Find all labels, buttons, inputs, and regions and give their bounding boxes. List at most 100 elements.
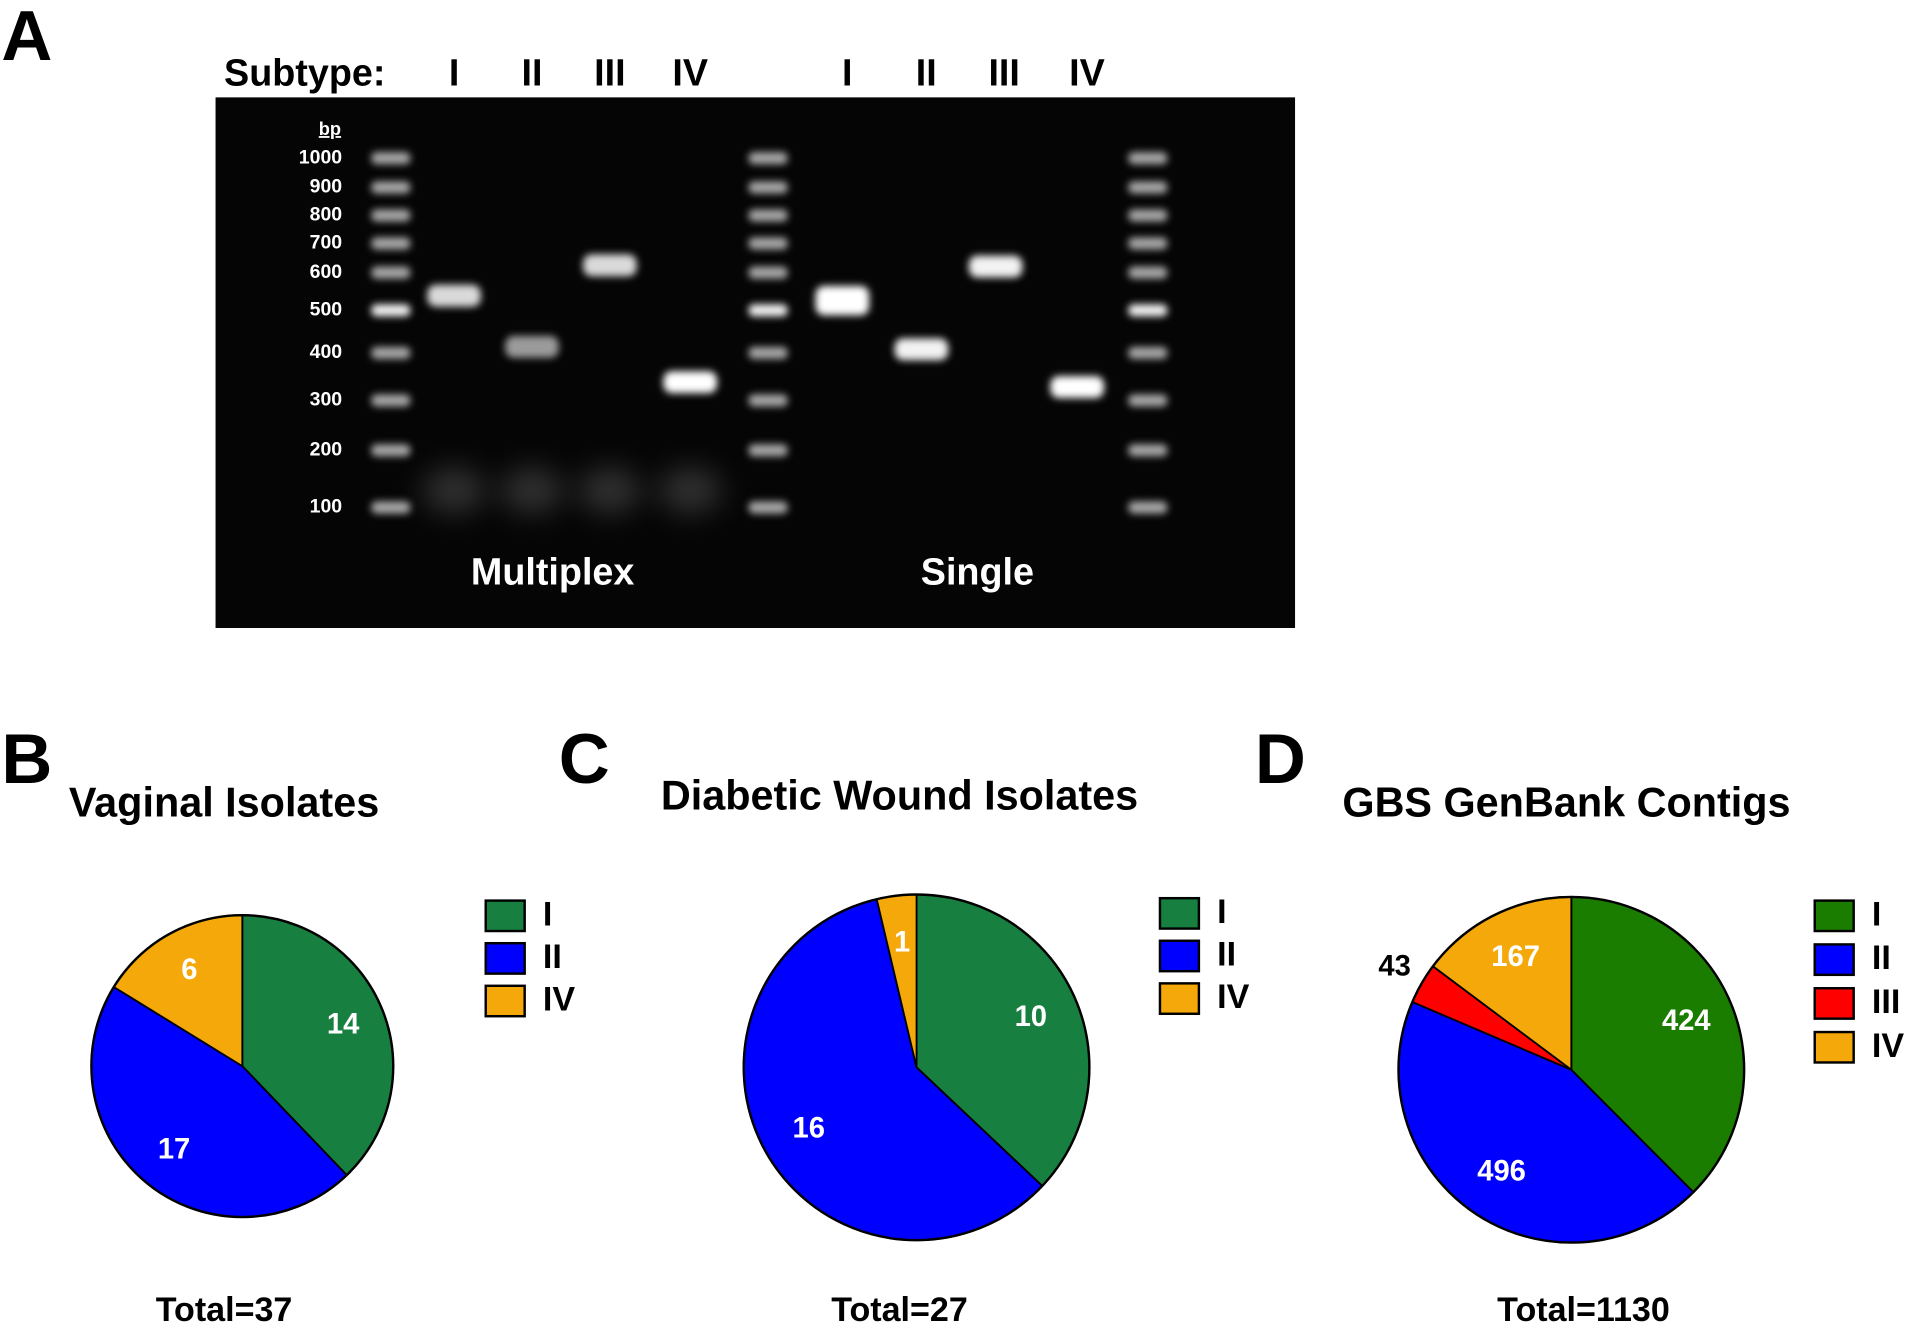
dna-band: [505, 335, 559, 358]
dna-band: [894, 338, 949, 361]
ladder-band: [1128, 304, 1168, 317]
ladder-band: [1128, 444, 1168, 457]
legend-label: IV: [1872, 1027, 1904, 1065]
ladder-label: 900: [310, 176, 343, 198]
legend-swatch: [1813, 899, 1855, 933]
ladder-band: [1128, 209, 1168, 222]
ladder-band: [371, 209, 411, 222]
ladder-band: [371, 237, 411, 250]
data-label: 6: [181, 954, 197, 986]
legend-swatch: [484, 899, 526, 933]
dna-band: [815, 286, 870, 316]
pie-outline: [1397, 895, 1746, 1244]
ladder-band: [371, 266, 411, 279]
ladder-band: [371, 444, 411, 457]
ladder-band: [1128, 181, 1168, 194]
legend-label: I: [1217, 893, 1226, 931]
legend-swatch: [484, 941, 526, 975]
unit-label: bp: [319, 118, 341, 139]
data-label: 16: [793, 1112, 825, 1144]
lane-label: II: [521, 51, 542, 93]
pie-outline: [90, 913, 395, 1219]
ladder-label: 500: [310, 298, 343, 320]
ladder-band: [1128, 501, 1168, 514]
ladder-band: [1128, 266, 1168, 279]
legend-label: II: [1217, 936, 1236, 974]
lane-label: I: [449, 51, 459, 93]
panel-letter: A: [1, 0, 52, 75]
chart-title: GBS GenBank Contigs: [1342, 780, 1790, 826]
ladder-label: 1000: [299, 146, 342, 168]
primer-smear: [422, 468, 486, 513]
legend-label: I: [543, 895, 552, 933]
legend-swatch: [1813, 1030, 1855, 1064]
ladder-label: 200: [310, 438, 343, 460]
data-label: 43: [1378, 951, 1410, 983]
primer-smear: [658, 468, 722, 513]
group-label: Single: [921, 550, 1034, 592]
ladder-label: 800: [310, 204, 343, 226]
ladder-label: 300: [310, 389, 343, 411]
panel-letter: B: [1, 719, 52, 798]
legend-label: III: [1872, 983, 1900, 1021]
ladder-band: [371, 501, 411, 514]
subtype-label: Subtype:: [224, 51, 385, 93]
legend-swatch: [1158, 896, 1201, 930]
primer-smear: [578, 468, 642, 513]
ladder-band: [748, 237, 788, 250]
dna-band: [583, 254, 637, 277]
ladder-band: [748, 444, 788, 457]
panel-letter: C: [559, 719, 610, 798]
lane-label: IV: [1069, 51, 1105, 93]
data-label: 496: [1477, 1156, 1526, 1188]
legend-label: IV: [1217, 978, 1249, 1016]
ladder-band: [371, 346, 411, 360]
ladder-band: [1128, 237, 1168, 250]
gel-image: [215, 97, 1296, 628]
legend-swatch: [484, 984, 526, 1018]
legend-swatch: [1158, 939, 1201, 973]
data-label: 1: [894, 926, 910, 958]
total-label: Total=37: [156, 1291, 293, 1329]
primer-smear: [500, 468, 564, 513]
data-label: 167: [1491, 941, 1540, 973]
ladder-label: 100: [310, 496, 343, 518]
ladder-band: [748, 152, 788, 165]
dna-band: [427, 284, 481, 307]
ladder-band: [371, 304, 411, 317]
legend-label: IV: [543, 981, 575, 1019]
ladder-band: [748, 394, 788, 407]
data-label: 10: [1015, 1001, 1047, 1033]
ladder-band: [748, 209, 788, 222]
data-label: 424: [1662, 1005, 1711, 1037]
pie-outline: [742, 893, 1091, 1242]
ladder-band: [748, 266, 788, 279]
ladder-band: [748, 304, 788, 317]
ladder-band: [748, 181, 788, 194]
ladder-band: [371, 394, 411, 407]
legend-swatch: [1813, 987, 1855, 1020]
ladder-band: [748, 501, 788, 514]
chart-title: Vaginal Isolates: [69, 780, 379, 826]
dna-band: [968, 255, 1023, 278]
total-label: Total=1130: [1497, 1291, 1670, 1329]
group-label: Multiplex: [471, 550, 634, 592]
ladder-band: [748, 346, 788, 360]
ladder-band: [371, 181, 411, 194]
dna-band: [663, 371, 717, 394]
legend-swatch: [1158, 982, 1201, 1016]
ladder-band: [371, 152, 411, 165]
panel-letter: D: [1255, 719, 1306, 798]
data-label: 14: [327, 1008, 360, 1040]
legend-label: II: [1872, 939, 1891, 977]
ladder-band: [1128, 152, 1168, 165]
ladder-band: [1128, 346, 1168, 360]
lane-label: I: [842, 51, 852, 93]
lane-label: III: [594, 51, 625, 93]
ladder-label: 700: [310, 232, 343, 254]
lane-label: IV: [672, 51, 708, 93]
ladder-label: 600: [310, 261, 343, 283]
legend-label: I: [1872, 895, 1881, 933]
lane-label: II: [916, 51, 937, 93]
